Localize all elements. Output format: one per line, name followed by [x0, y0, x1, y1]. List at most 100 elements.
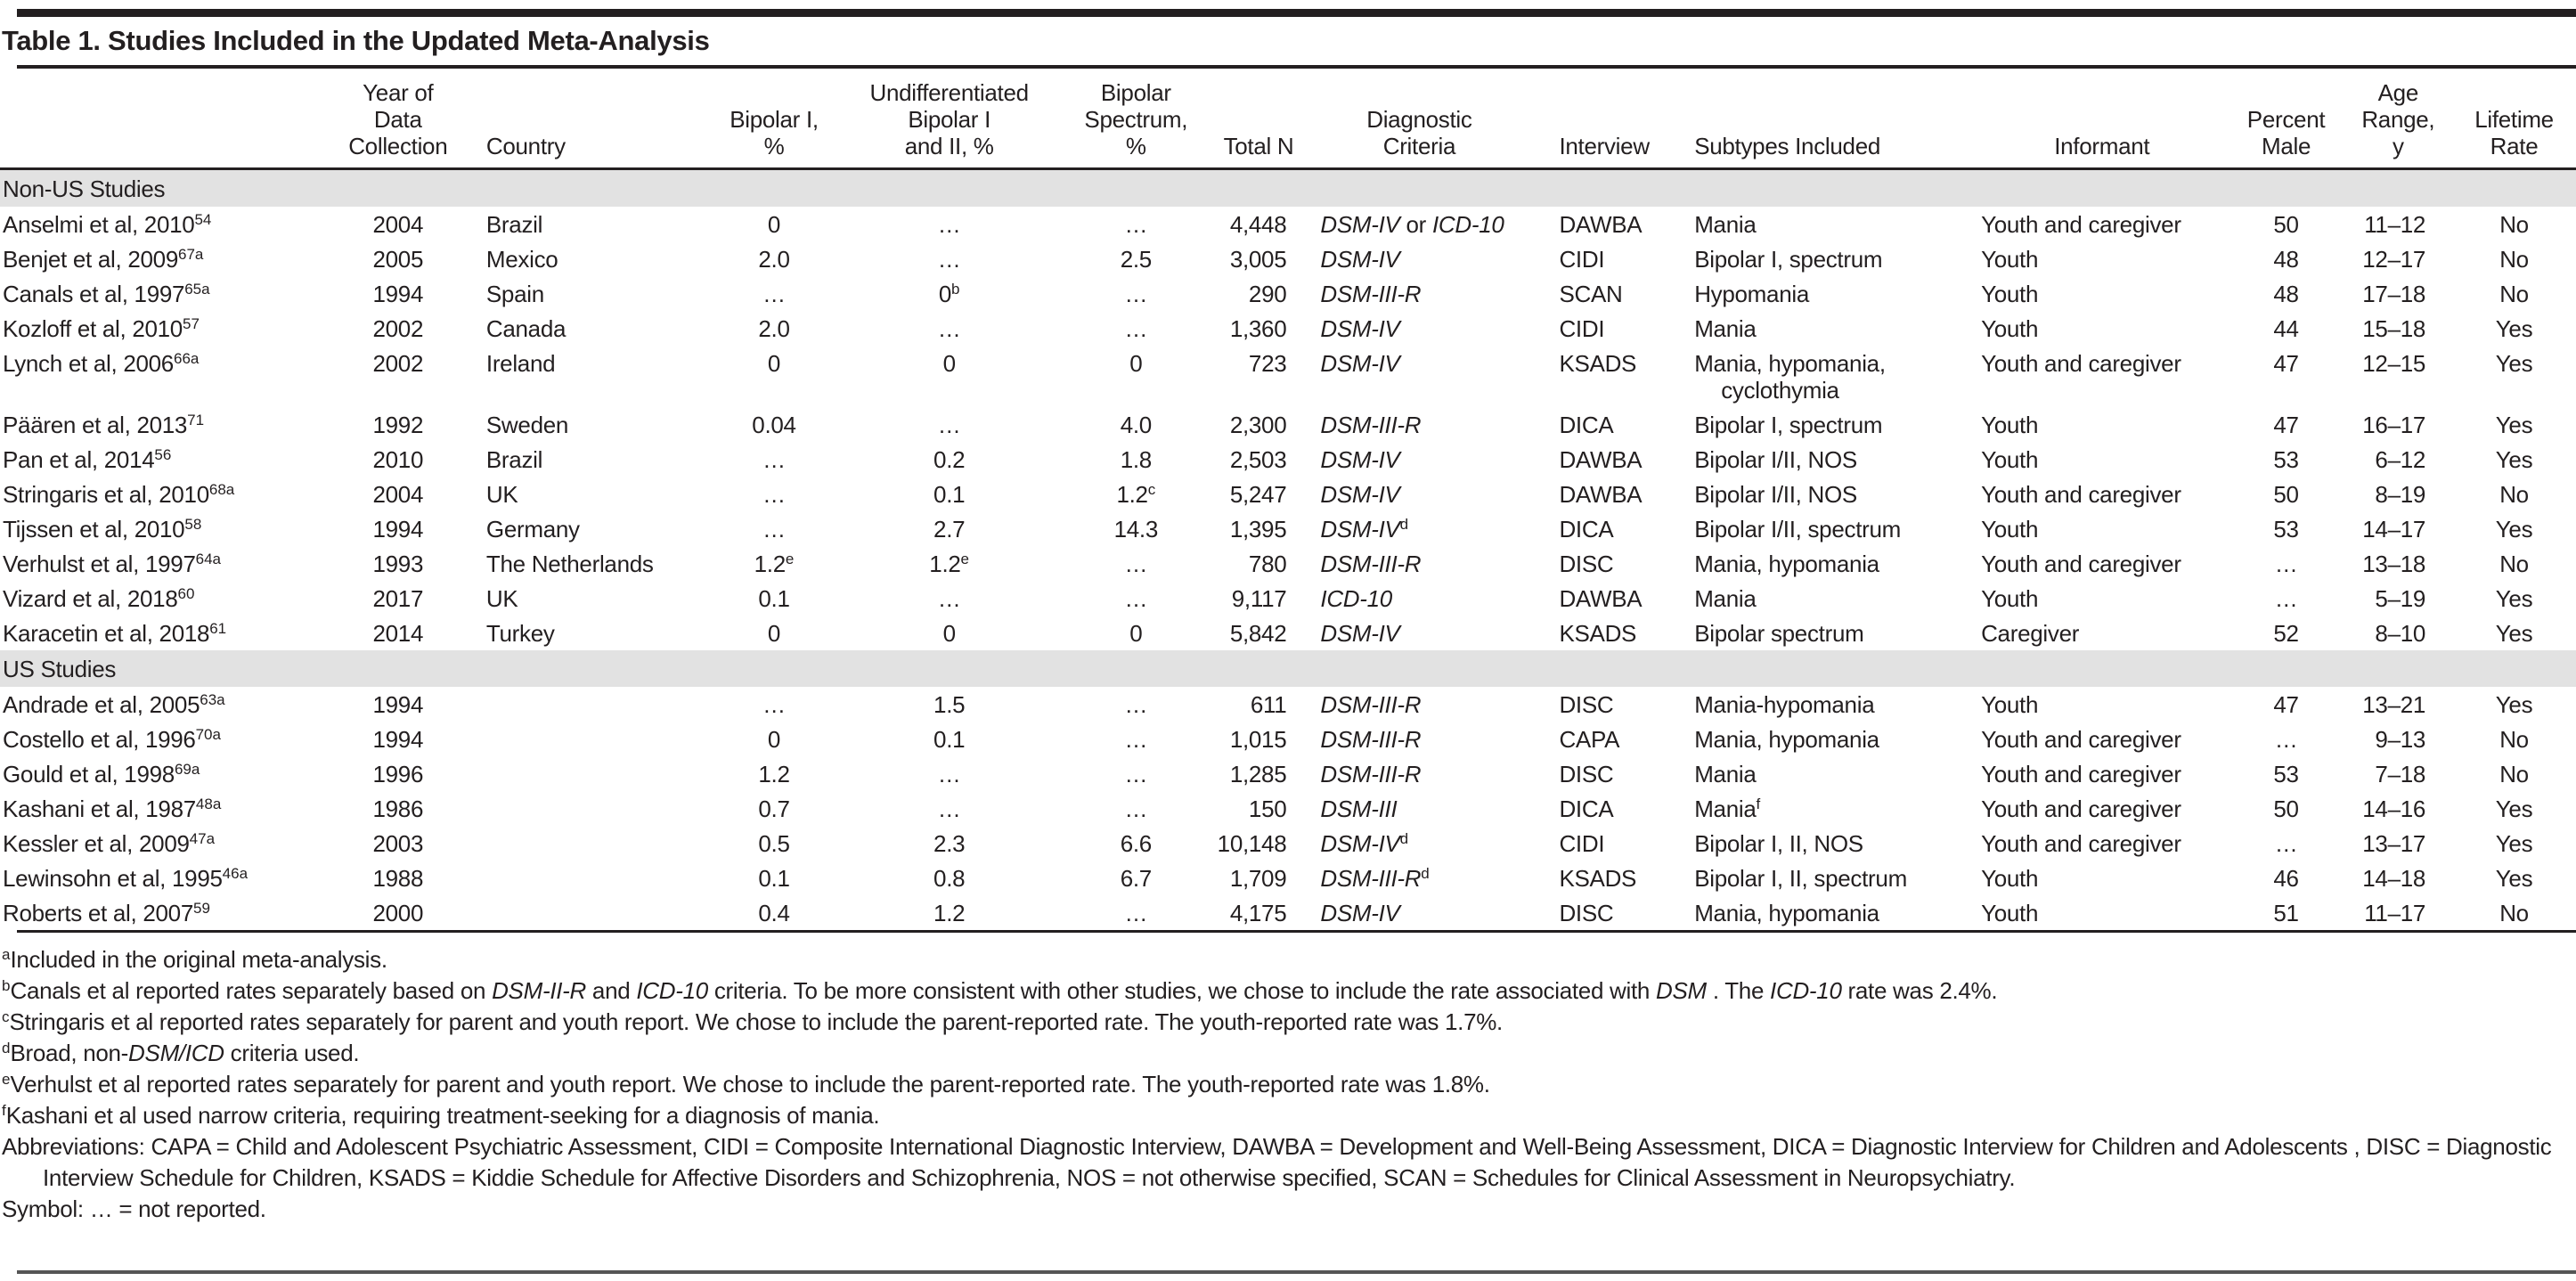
cell-bipolar-spectrum: …	[1124, 211, 1148, 238]
cell-diagnostic-criteria: DSM-III	[1320, 796, 1398, 822]
cell-age-range: 14–17	[2362, 516, 2426, 543]
cell-lifetime-rate: Yes	[2495, 691, 2533, 718]
cell-undifferentiated: 0.1	[933, 481, 966, 508]
cell-total-n: 2,503	[1229, 446, 1287, 473]
cell-total-n: 150	[1248, 796, 1287, 822]
cell-year: 2004	[372, 481, 424, 508]
section-label: US Studies	[0, 650, 2576, 687]
cell-lifetime-rate: Yes	[2495, 446, 2533, 473]
cell-lifetime-rate: Yes	[2495, 412, 2533, 438]
cell-interview: CIDI	[1559, 315, 1605, 342]
cell-bipolar-i: 1.2	[758, 761, 790, 787]
cell-age-range: 12–15	[2362, 350, 2426, 377]
cell-undifferentiated: 1.2	[933, 900, 966, 926]
cell-undifferentiated: 0.8	[933, 865, 966, 892]
cell-lifetime-rate: Yes	[2495, 830, 2533, 857]
cell-country: UK	[485, 481, 518, 508]
cell-diagnostic-criteria: DSM-IV	[1320, 246, 1400, 273]
cell-lifetime-rate: No	[2499, 246, 2529, 273]
cell-lifetime-rate: No	[2499, 211, 2529, 238]
col-header-total-n: Total N	[1213, 69, 1301, 170]
cell-subtypes: Bipolar I, spectrum	[1694, 246, 1883, 273]
cell-bipolar-i: 0.4	[758, 900, 790, 926]
cell-bipolar-spectrum: …	[1124, 900, 1148, 926]
cell-study: Päären et al, 201371	[3, 412, 205, 438]
cell-informant: Youth and caregiver	[1981, 211, 2181, 238]
cell-bipolar-i: 2.0	[758, 315, 790, 342]
table-row: Benjet et al, 200967a 2005 Mexico 2.0 … 2.5 3,…	[0, 241, 2576, 276]
cell-bipolar-i: 0.7	[758, 796, 790, 822]
cell-bipolar-spectrum: 6.7	[1120, 865, 1153, 892]
cell-year: 1993	[372, 551, 424, 577]
table-row: Verhulst et al, 199764a 1993 The Netherlan…	[0, 546, 2576, 581]
table-row: Kessler et al, 200947a 2003 0.5 2.3 6.6 10,14…	[0, 826, 2576, 861]
footnote: fKashani et al used narrow criteria, req…	[2, 1102, 880, 1129]
table-row: Karacetin et al, 201861 2014 Turkey 0 0 0 5,84…	[0, 616, 2576, 650]
cell-country	[479, 861, 708, 895]
col-header-undifferentiated-pct: Undifferentiated Bipolar I and II, %	[839, 69, 1059, 170]
cell-country: Spain	[485, 281, 544, 307]
cell-informant: Youth	[1981, 246, 2039, 273]
cell-year: 2005	[372, 246, 424, 273]
cell-interview: CAPA	[1559, 726, 1620, 753]
cell-diagnostic-criteria: DSM-III-R	[1320, 412, 1422, 438]
cell-undifferentiated: 0	[942, 350, 956, 377]
cell-percent-male: 47	[2273, 691, 2299, 718]
cell-year: 1994	[372, 691, 424, 718]
col-header-informant: Informant	[1976, 69, 2229, 170]
cell-interview: DICA	[1559, 516, 1614, 543]
cell-year: 1988	[372, 865, 424, 892]
cell-total-n: 723	[1248, 350, 1287, 377]
cell-subtypes: Mania, hypomania	[1694, 726, 1879, 753]
cell-age-range: 13–18	[2362, 551, 2426, 577]
cell-informant: Youth and caregiver	[1981, 830, 2181, 857]
cell-bipolar-spectrum: …	[1124, 281, 1148, 307]
cell-age-range: 17–18	[2362, 281, 2426, 307]
cell-percent-male: 46	[2273, 865, 2299, 892]
cell-bipolar-i: …	[762, 281, 786, 307]
footnote: eVerhulst et al reported rates separatel…	[2, 1071, 1490, 1097]
cell-lifetime-rate: Yes	[2495, 865, 2533, 892]
cell-total-n: 1,360	[1229, 315, 1287, 342]
cell-undifferentiated: 1.5	[933, 691, 966, 718]
cell-age-range: 11–17	[2364, 900, 2426, 926]
col-header-diagnostic-criteria: Diagnostic Criteria	[1300, 69, 1538, 170]
cell-lifetime-rate: No	[2499, 761, 2529, 787]
footnotes: aIncluded in the original meta-analysis.…	[0, 933, 2576, 1225]
col-header-bipolar-spectrum-pct: Bipolar Spectrum, %	[1058, 69, 1214, 170]
cell-interview: DAWBA	[1559, 211, 1643, 238]
cell-interview: KSADS	[1559, 620, 1637, 647]
cell-study: Vizard et al, 201860	[3, 585, 195, 612]
cell-year: 1994	[372, 726, 424, 753]
cell-bipolar-i: 0	[767, 620, 781, 647]
cell-year: 1994	[372, 516, 424, 543]
cell-bipolar-i: 0.04	[752, 412, 796, 438]
cell-total-n: 2,300	[1229, 412, 1287, 438]
cell-study: Canals et al, 199765a	[3, 281, 210, 307]
cell-country: Germany	[485, 516, 580, 543]
table-body: Non-US Studies Anselmi et al, 201054 2004 B…	[0, 168, 2576, 931]
cell-age-range: 9–13	[2375, 726, 2426, 753]
section-row: US Studies	[0, 650, 2576, 687]
cell-lifetime-rate: No	[2499, 551, 2529, 577]
cell-year: 2002	[372, 315, 424, 342]
cell-country: Mexico	[485, 246, 558, 273]
cell-age-range: 13–17	[2362, 830, 2426, 857]
cell-lifetime-rate: No	[2499, 281, 2529, 307]
col-header-country: Country	[478, 69, 709, 170]
cell-total-n: 780	[1248, 551, 1287, 577]
cell-year: 1986	[372, 796, 424, 822]
cell-country	[479, 826, 708, 861]
cell-total-n: 611	[1250, 691, 1287, 718]
cell-age-range: 8–10	[2375, 620, 2426, 647]
cell-interview: DISC	[1559, 900, 1614, 926]
table-row: Costello et al, 199670a 1994 0 0.1 … 1,015 DSM…	[0, 722, 2576, 756]
cell-bipolar-spectrum: 2.5	[1120, 246, 1153, 273]
cell-study: Tijssen et al, 201058	[3, 516, 202, 543]
cell-country: Turkey	[485, 620, 555, 647]
cell-total-n: 4,448	[1229, 211, 1287, 238]
cell-bipolar-i: …	[762, 481, 786, 508]
footnote: Abbreviations: CAPA = Child and Adolesce…	[2, 1133, 2552, 1191]
cell-subtypes: Bipolar I, spectrum	[1694, 412, 1883, 438]
cell-bipolar-i: 2.0	[758, 246, 790, 273]
